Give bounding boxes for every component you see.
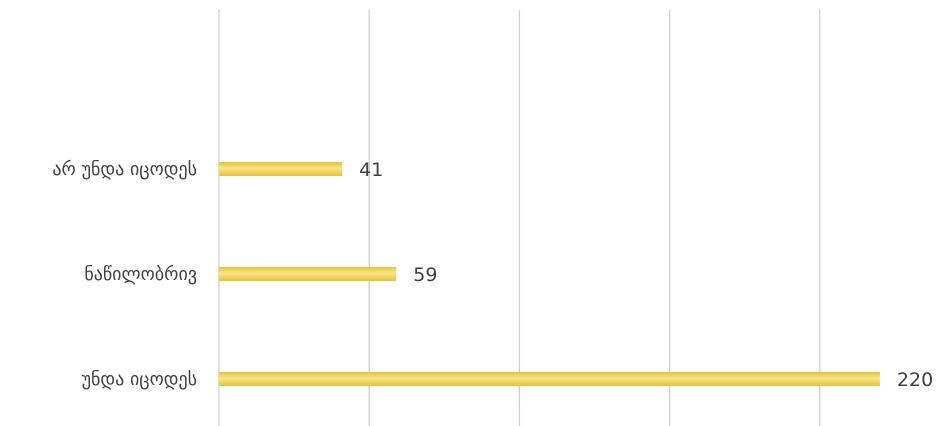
category-labels: არ უნდა იცოდეს ნაწილობრივ უნდა იცოდეს — [52, 159, 197, 390]
bar-3 — [219, 372, 880, 386]
gridlines — [218, 10, 821, 426]
bar-1 — [219, 162, 343, 176]
value-labels: 41 59 220 — [359, 159, 933, 391]
bar-2 — [219, 267, 397, 281]
category-label-3: უნდა იცოდეს — [82, 369, 197, 390]
value-label-3: 220 — [897, 369, 933, 391]
category-label-1: არ უნდა იცოდეს — [52, 159, 197, 180]
bars — [219, 162, 880, 386]
value-label-1: 41 — [359, 159, 383, 181]
category-label-2: ნაწილობრივ — [84, 264, 197, 285]
value-label-2: 59 — [413, 264, 437, 286]
